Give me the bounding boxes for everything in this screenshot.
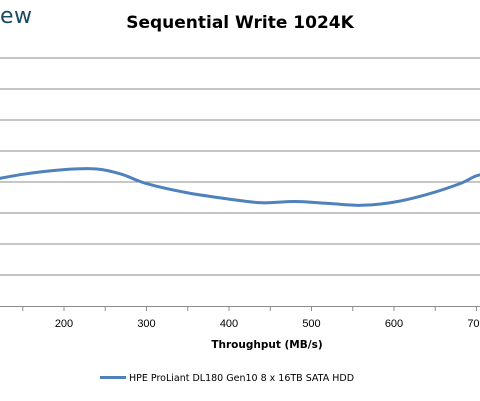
chart-title: Sequential Write 1024K [126, 13, 354, 33]
x-tick-label-200: 200 [55, 318, 73, 330]
logo-fragment: ew [0, 4, 33, 29]
x-tick-label-300: 300 [137, 318, 155, 330]
x-axis-title: Throughput (MB/s) [211, 339, 322, 351]
x-tick-label-500: 500 [302, 318, 320, 330]
x-tick-label-400: 400 [220, 318, 238, 330]
x-tick-label-600: 600 [385, 318, 403, 330]
legend-label-0: HPE ProLiant DL180 Gen10 8 x 16TB SATA H… [129, 373, 354, 384]
x-tick-label-700: 700 [467, 318, 480, 330]
series-line-0 [0, 167, 480, 207]
